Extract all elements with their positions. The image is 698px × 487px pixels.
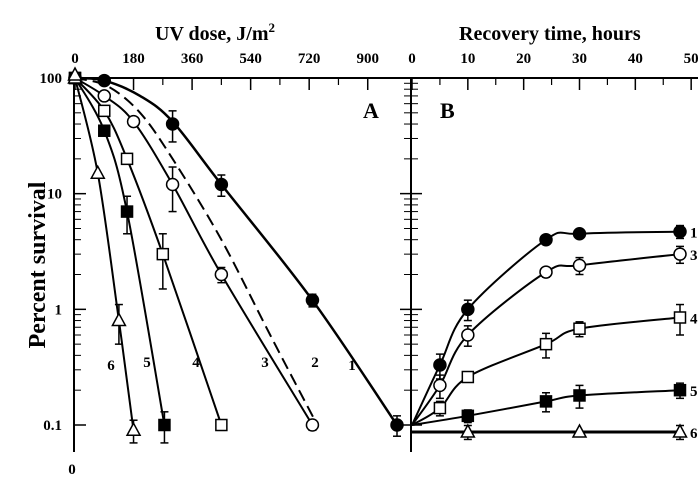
panel-a-x-tick-label: 360 <box>181 51 204 67</box>
panel-b-x-tick-label: 30 <box>572 51 587 67</box>
y-axis-title: Percent survival <box>25 181 51 348</box>
open-triangle-marker <box>571 423 588 438</box>
filled-square-marker <box>98 124 111 137</box>
open-circle-marker <box>165 177 180 192</box>
filled-circle-marker <box>165 117 180 131</box>
open-triangle-marker <box>111 311 127 327</box>
open-square-marker <box>539 337 553 351</box>
panel-b-x-tick-label: 10 <box>460 51 475 67</box>
filled-circle-marker <box>539 232 553 247</box>
panel-b-curve-label-6: 6 <box>690 426 698 442</box>
filled-circle-marker <box>673 224 687 239</box>
panel-a-x-axis-title: UV dose, J/m2 <box>155 20 275 45</box>
panel-a-x-tick-label: 900 <box>356 51 379 67</box>
panel-b-x-tick-label: 20 <box>516 51 531 67</box>
filled-circle-marker <box>433 358 447 372</box>
panel-a-series-6-curve <box>74 77 135 431</box>
panel-a-x-tick-label: 180 <box>122 51 145 67</box>
open-circle-marker <box>673 247 687 261</box>
open-square-marker <box>461 370 475 384</box>
open-square-marker <box>215 418 228 432</box>
panel-b-curve-label-5: 5 <box>690 384 698 400</box>
filled-circle-marker <box>214 177 229 192</box>
panel-a-curve-label-4: 4 <box>192 355 200 371</box>
filled-circle-marker <box>572 227 587 241</box>
panel-b-x-tick-label: 0 <box>408 51 416 67</box>
filled-square-marker <box>573 389 586 402</box>
y-tick-label: 10 <box>47 187 62 203</box>
panel-a-curve-label-3: 3 <box>261 355 269 371</box>
panel-a-curve-label-6: 6 <box>107 358 115 374</box>
open-circle-marker <box>97 89 112 103</box>
open-triangle-marker <box>460 423 476 438</box>
panel-b-x-tick-label: 40 <box>628 51 643 67</box>
open-square-marker <box>156 247 170 261</box>
filled-circle-marker <box>461 302 475 317</box>
open-circle-marker <box>461 328 475 342</box>
y-axis-zero-label: 0 <box>68 462 76 478</box>
panel-a-curve-label-5: 5 <box>143 355 151 371</box>
open-square-marker <box>673 311 687 324</box>
panel-a-series-4-curve <box>74 77 223 426</box>
open-square-marker <box>573 322 586 335</box>
filled-square-marker <box>539 395 553 408</box>
filled-square-marker <box>120 205 134 218</box>
open-circle-marker <box>305 418 320 432</box>
panel-b-label: B <box>440 98 455 123</box>
filled-square-marker <box>673 383 687 397</box>
panel-a-label: A <box>363 98 379 123</box>
open-circle-marker <box>433 378 447 393</box>
panel-b-curve-label-3: 3 <box>690 248 698 264</box>
open-triangle-marker <box>90 164 106 180</box>
open-triangle-marker <box>672 423 688 438</box>
panel-b-curve-label-1: 1 <box>690 226 698 242</box>
open-square-marker <box>433 401 447 415</box>
panel-b-curve-label-4: 4 <box>690 311 698 327</box>
panel-a-x-tick-label: 720 <box>298 51 321 67</box>
open-circle-marker <box>572 258 587 273</box>
open-square-marker <box>98 104 111 118</box>
filled-circle-marker <box>305 293 320 307</box>
panel-a-x-tick-label: 0 <box>71 51 79 67</box>
open-circle-marker <box>539 265 553 279</box>
y-tick-label: 0.1 <box>43 418 62 434</box>
open-triangle-marker <box>67 66 83 81</box>
panel-a-series-5-curve <box>74 77 166 426</box>
open-circle-marker <box>126 114 141 129</box>
open-triangle-marker <box>125 421 142 437</box>
panel-b-x-axis-title: Recovery time, hours <box>459 23 641 45</box>
filled-square-marker <box>158 418 171 432</box>
y-tick-label: 1 <box>55 302 63 318</box>
open-circle-marker <box>214 267 229 282</box>
filled-square-marker <box>461 409 475 423</box>
open-square-marker <box>120 152 134 166</box>
panel-a-x-tick-label: 540 <box>239 51 262 67</box>
y-tick-label: 100 <box>40 71 63 87</box>
filled-circle-marker <box>97 73 112 88</box>
panel-a-curve-label-2: 2 <box>311 355 319 371</box>
panel-b-x-tick-label: 50 <box>684 51 698 67</box>
panel-a-curve-label-1: 1 <box>348 358 356 374</box>
filled-circle-marker <box>390 418 404 432</box>
